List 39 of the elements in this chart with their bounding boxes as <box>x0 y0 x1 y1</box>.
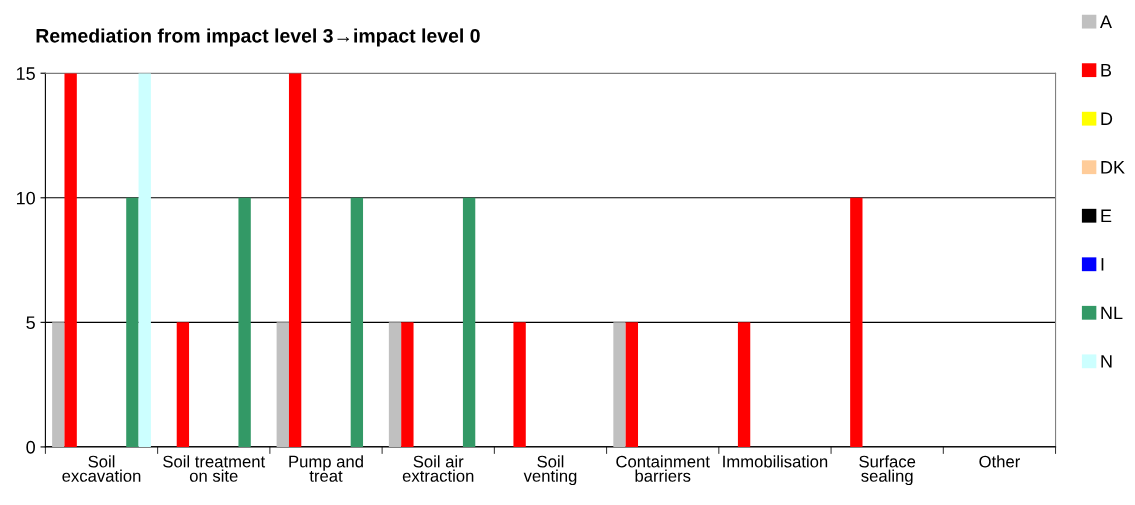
bar <box>176 322 190 447</box>
y-tick-label: 5 <box>26 316 35 330</box>
bar <box>350 197 364 447</box>
bar <box>126 197 139 447</box>
chart-title: Remediation from impact level 3→impact level 0 <box>36 28 480 47</box>
x-tick-label: Soil venting <box>523 455 577 486</box>
bar <box>238 197 251 447</box>
bar <box>52 322 65 447</box>
x-tick-label: Immobilisation <box>723 455 828 468</box>
legend-label: D <box>1101 112 1113 125</box>
bar <box>276 322 289 447</box>
y-tick-label: 10 <box>16 191 35 205</box>
legend-label: DK <box>1101 161 1125 174</box>
legend-label: NL <box>1101 306 1123 320</box>
y-tick-label: 0 <box>26 440 35 454</box>
x-tick-label: Pump and treat <box>289 455 363 482</box>
x-tick-label: Soil excavation <box>62 455 141 482</box>
legend-label: B <box>1101 64 1112 77</box>
x-tick-label: Surface sealing <box>859 455 916 486</box>
bar <box>401 322 414 447</box>
legend-label: A <box>1099 15 1112 28</box>
legend-label: N <box>1101 355 1112 368</box>
bar <box>64 73 77 447</box>
bar <box>613 322 626 447</box>
bar <box>138 73 151 447</box>
x-tick-label: Soil treatment on site <box>163 455 266 482</box>
bar <box>388 322 402 447</box>
bar <box>462 197 476 447</box>
bar <box>288 73 302 447</box>
bar <box>513 322 526 447</box>
bar <box>625 322 639 447</box>
bar <box>737 322 751 447</box>
bar <box>850 197 863 447</box>
x-tick-label: Containment barriers <box>616 455 710 482</box>
x-tick-label: Soil air extraction <box>402 455 474 482</box>
x-tick-label: Other <box>979 455 1020 468</box>
legend-label: E <box>1101 209 1112 223</box>
legend-label: I <box>1101 258 1104 271</box>
y-tick-label: 15 <box>16 67 35 80</box>
